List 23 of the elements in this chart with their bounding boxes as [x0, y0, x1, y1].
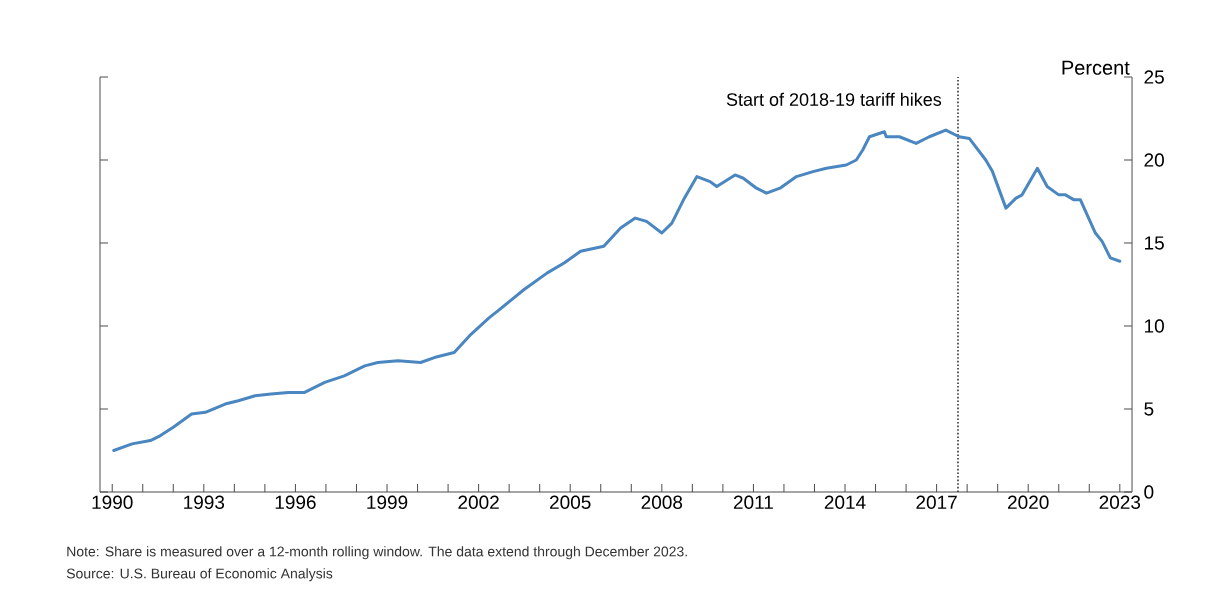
y-tick-label: 10 — [1145, 319, 1164, 333]
x-tick-label: 2005 — [550, 495, 591, 509]
y-tick-label: 20 — [1144, 153, 1164, 167]
x-tick-label: 2017 — [916, 495, 957, 509]
line-series — [112, 128, 1122, 452]
x-tick-label: 1993 — [184, 495, 225, 509]
x-tick-label: 2023 — [1099, 495, 1141, 509]
text: Note: Share is measured over a 12-month rolling window. The data extend through December 2023. — [67, 546, 687, 560]
y-axis-title: Percent — [1062, 60, 1130, 75]
x-tick-label: 2008 — [641, 495, 683, 509]
x-tick-label: 2020 — [1008, 495, 1049, 509]
y-tick-label: 15 — [1145, 236, 1164, 250]
x-tick-label: 1999 — [367, 495, 408, 509]
y-tick-label: 5 — [1144, 402, 1154, 416]
y-tick-label: 0 — [1144, 485, 1154, 499]
x-tick-label: 1990 — [92, 495, 133, 509]
source-note: Source: U.S. Bureau of Economic Analysis — [66, 568, 333, 582]
x-tick-label: 2014 — [824, 495, 866, 509]
x-tick-label: 2011 — [733, 495, 773, 509]
x-tick-label: 2002 — [458, 495, 499, 509]
x-tick-label: 1996 — [275, 495, 316, 509]
y-tick-label: 25 — [1144, 70, 1164, 84]
ref-line-label: Start of 2018-19 tariff hikes — [726, 92, 942, 106]
